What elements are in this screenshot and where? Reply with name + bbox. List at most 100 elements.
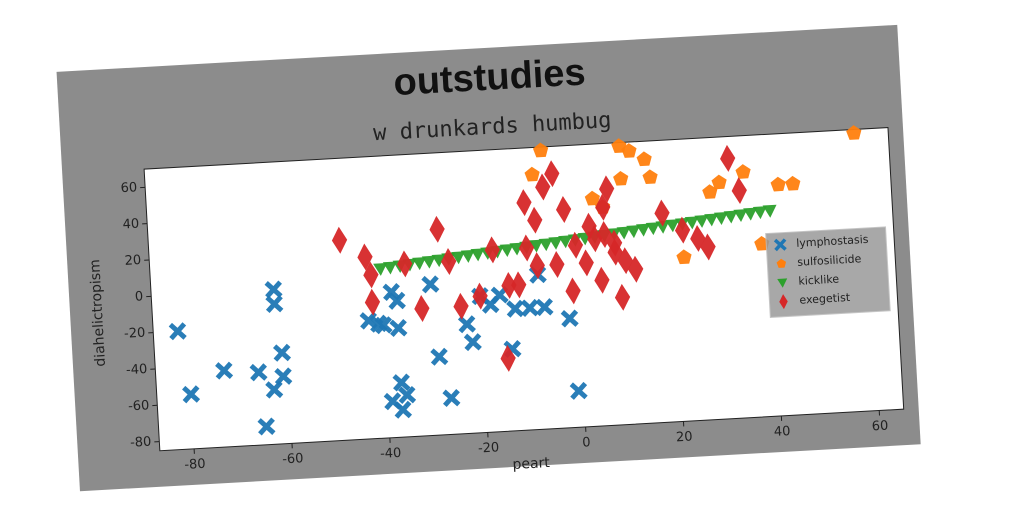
scatter-point xyxy=(265,294,284,314)
scatter-point xyxy=(702,184,718,199)
scatter-point xyxy=(645,222,660,236)
scatter-point xyxy=(532,142,549,158)
scatter-point xyxy=(457,315,476,334)
scatter-point xyxy=(529,252,545,280)
scatter-point xyxy=(518,234,535,262)
scatter-point xyxy=(373,262,388,276)
scatter-point xyxy=(249,363,268,382)
scatter-point xyxy=(565,277,581,305)
scatter-point xyxy=(500,344,516,372)
scatter-point xyxy=(501,271,517,299)
legend-label: exegetist xyxy=(799,291,851,307)
y-tick-label: 60 xyxy=(120,180,137,196)
scatter-point xyxy=(257,417,276,436)
scatter-point xyxy=(587,225,603,253)
scatter-point xyxy=(451,251,465,265)
scatter-point xyxy=(538,238,553,252)
scatter-point xyxy=(578,249,594,277)
scatter-point xyxy=(752,206,767,220)
scatter-point xyxy=(516,189,532,217)
scatter-point xyxy=(414,295,430,322)
scatter-point xyxy=(441,247,457,275)
y-tick-label: -40 xyxy=(126,362,148,378)
legend-marker xyxy=(776,258,787,268)
scatter-point xyxy=(676,249,692,265)
scatter-point xyxy=(264,280,283,299)
scatter-point xyxy=(655,220,670,234)
y-axis-label: diahelictropism xyxy=(87,259,109,367)
scatter-point xyxy=(558,235,573,249)
scatter-point xyxy=(382,282,401,302)
scatter-point xyxy=(743,207,758,221)
scatter-point xyxy=(331,226,348,254)
legend-marker xyxy=(779,294,788,310)
legend-box xyxy=(765,226,891,318)
scatter-point xyxy=(555,196,572,223)
scatter-point xyxy=(735,164,751,179)
scatter-point xyxy=(731,177,747,205)
scatter-point xyxy=(762,204,777,218)
x-tick-label: 0 xyxy=(582,435,591,450)
scatter-point xyxy=(544,160,560,188)
scatter-point xyxy=(606,229,623,257)
x-tick-label: 20 xyxy=(676,429,693,445)
scatter-point xyxy=(846,125,862,140)
y-tick-label: 40 xyxy=(122,217,139,233)
scatter-point xyxy=(723,210,738,224)
scatter-point xyxy=(421,255,436,269)
scatter-point xyxy=(394,400,413,419)
x-tick-label: -60 xyxy=(282,451,304,467)
scatter-point xyxy=(713,212,728,225)
scatter-point xyxy=(720,144,736,172)
legend-marker xyxy=(773,238,787,252)
scatter-point xyxy=(421,275,440,294)
scatter-point xyxy=(527,206,543,234)
scatter-point xyxy=(654,199,670,227)
scatter-point xyxy=(398,385,417,404)
scatter-point xyxy=(665,219,680,233)
scatter-point xyxy=(616,226,631,240)
scatter-point xyxy=(569,381,588,400)
scatter-point xyxy=(429,215,445,243)
scatter-point xyxy=(520,298,539,317)
scatter-point xyxy=(535,173,551,201)
scatter-point xyxy=(430,347,449,366)
scatter-point xyxy=(684,216,699,230)
x-tick-label: -20 xyxy=(478,440,500,456)
scatter-point xyxy=(389,319,408,338)
scatter-point xyxy=(472,282,488,310)
scatter-point xyxy=(599,175,615,203)
scatter-point xyxy=(548,236,563,250)
figure: outstudies w drunkards humbug peart diah… xyxy=(56,24,921,492)
y-tick-label: 20 xyxy=(124,253,141,269)
scatter-point xyxy=(524,166,540,182)
scatter-point xyxy=(274,367,293,386)
scatter-point xyxy=(785,175,801,191)
scatter-point xyxy=(642,169,658,185)
scatter-point xyxy=(621,143,637,158)
scatter-point xyxy=(628,255,644,283)
scatter-point xyxy=(674,216,691,244)
scatter-point xyxy=(484,236,500,264)
legend-marker xyxy=(777,278,788,288)
scatter-point xyxy=(584,190,600,206)
scatter-point xyxy=(614,283,631,311)
scatter-point xyxy=(215,361,234,380)
scatter-point xyxy=(387,291,406,310)
scatter-point xyxy=(733,209,748,223)
scatter-point xyxy=(363,261,379,289)
scatter-point xyxy=(412,257,427,271)
legend-label: sulfosilicide xyxy=(797,252,862,269)
scatter-point xyxy=(272,343,292,362)
x-tick-label: -40 xyxy=(380,446,402,462)
scatter-point xyxy=(700,233,716,261)
x-axis-label: peart xyxy=(512,455,551,473)
scatter-point xyxy=(549,251,565,279)
scatter-point xyxy=(613,170,629,186)
scatter-point xyxy=(506,299,525,318)
scatter-point xyxy=(626,225,641,239)
scatter-point xyxy=(463,333,482,352)
plot-frame xyxy=(143,127,905,452)
scatter-point xyxy=(374,316,393,335)
